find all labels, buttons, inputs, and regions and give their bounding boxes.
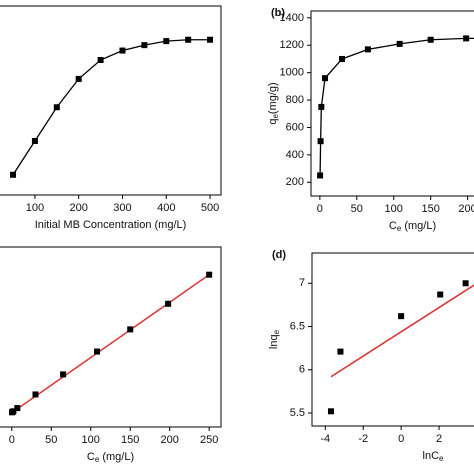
axis-label: Ce (mg/L): [389, 220, 436, 233]
x-tick-label: -4: [320, 433, 330, 445]
axis-label-part: ln: [423, 450, 432, 462]
axis-label-part: q: [267, 119, 279, 125]
y-tick-label: 200: [286, 176, 304, 188]
x-tick-label: 200: [70, 202, 88, 214]
axis-label: lnqe: [268, 329, 281, 349]
axis-label-part: e: [271, 114, 280, 119]
data-point: [207, 36, 214, 43]
x-tick-label: 300: [113, 202, 131, 214]
data-point: [127, 326, 134, 333]
x-tick-label: 0: [317, 203, 323, 215]
axis-label-part: q: [268, 334, 280, 340]
data-point: [32, 391, 39, 398]
data-point: [75, 75, 82, 82]
data-point: [318, 103, 325, 110]
data-point: [437, 291, 444, 298]
y-tick-label: 7: [299, 277, 305, 289]
x-tick-label: 100: [385, 203, 403, 215]
data-point: [185, 36, 192, 43]
fit-line: [330, 284, 474, 378]
series-line: [319, 37, 474, 176]
data-point: [317, 172, 324, 179]
axis-label-part: C: [431, 450, 439, 462]
x-tick-label: 0: [9, 434, 15, 446]
x-tick-label: 250: [200, 434, 218, 446]
axis-label-part: (mg/g): [267, 82, 279, 114]
axis-label-part: (mg/L): [99, 451, 134, 463]
axis-label-part: C: [389, 220, 397, 232]
x-tick-label: 400: [157, 202, 175, 214]
y-tick-label: 5.5: [290, 407, 305, 419]
axis-label-part: e: [95, 455, 100, 464]
y-tick-label: 400: [286, 149, 304, 161]
data-point: [206, 271, 213, 278]
data-point: [97, 57, 104, 63]
data-point: [141, 42, 148, 49]
data-point: [327, 408, 334, 415]
data-point: [463, 35, 470, 42]
axis-label-part: e: [439, 454, 444, 463]
axis-label: Initial MB Concentration (mg/L): [35, 219, 187, 231]
panel-label: (d): [272, 249, 286, 261]
x-tick-label: 100: [26, 202, 44, 214]
panel-label: (b): [271, 7, 285, 19]
axis-label-part: e: [272, 329, 281, 334]
data-point: [60, 371, 67, 378]
y-tick-label: 6: [299, 364, 305, 376]
y-tick-label: 600: [286, 121, 304, 133]
data-point: [396, 40, 403, 47]
axis-label-part: ln: [268, 341, 280, 350]
data-point: [163, 38, 170, 45]
x-tick-label: 50: [351, 203, 363, 215]
data-point: [10, 171, 17, 178]
axis-label: Ce (mg/L): [87, 451, 134, 464]
y-tick-label: 1200: [280, 39, 304, 51]
data-point: [398, 313, 405, 320]
x-tick-label: 150: [121, 434, 139, 446]
plot-frame: [310, 10, 474, 197]
axis-label: lnCe: [423, 450, 445, 463]
data-point: [119, 47, 126, 54]
axis-label: qe(mg/g): [267, 82, 280, 124]
y-tick-label: 800: [286, 94, 304, 106]
x-tick-label: 0: [398, 433, 404, 445]
data-point: [53, 104, 60, 111]
data-point: [462, 280, 469, 287]
axis-label-part: (mg/L): [401, 220, 436, 232]
data-point: [364, 46, 371, 53]
data-point: [31, 138, 38, 144]
plot-frame: [0, 246, 222, 428]
plot-frame: [0, 5, 222, 196]
data-point: [94, 348, 101, 355]
y-tick-label: 1400: [280, 12, 304, 24]
x-tick-label: 100: [82, 434, 100, 446]
x-tick-label: 200: [161, 434, 179, 446]
data-point: [337, 348, 344, 355]
plot-frame: [311, 252, 474, 427]
data-point: [339, 55, 346, 62]
x-tick-label: 200: [458, 203, 474, 215]
axis-label-part: C: [87, 451, 95, 463]
y-tick-label: 1000: [280, 67, 304, 79]
series-line: [12, 39, 211, 176]
data-point: [165, 300, 172, 307]
axis-label-part: Initial MB Concentration (mg/L): [35, 219, 187, 231]
y-tick-label: 6.5: [290, 320, 305, 332]
x-tick-label: 150: [421, 203, 439, 215]
data-point: [427, 36, 434, 43]
x-tick-label: 2: [436, 433, 442, 445]
data-point: [322, 75, 329, 82]
x-tick-label: 500: [201, 202, 219, 214]
axis-label-part: e: [397, 224, 402, 233]
data-point: [10, 408, 17, 415]
data-point: [317, 138, 324, 145]
data-point: [14, 405, 21, 412]
x-tick-label: -2: [358, 433, 368, 445]
fit-line: [11, 274, 210, 414]
x-tick-label: 50: [45, 434, 57, 446]
